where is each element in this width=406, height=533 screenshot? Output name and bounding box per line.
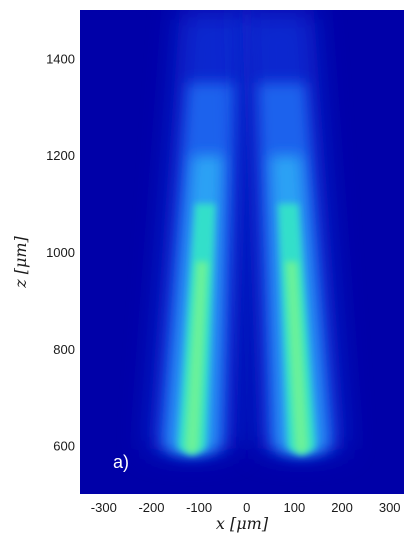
panel-label: a): [113, 452, 129, 472]
x-tick-label: -200: [138, 500, 164, 515]
y-axis-ticks: 600 800 1000 1200 1400: [46, 51, 75, 453]
x-tick-label: 300: [379, 500, 401, 515]
x-tick-label: 0: [243, 500, 250, 515]
y-tick-label: 1400: [46, 51, 75, 66]
x-axis-label: x [μm]: [216, 514, 269, 533]
beam-layer: [147, 10, 346, 455]
y-tick-label: 1200: [46, 148, 75, 163]
beam-peak-1: [285, 261, 309, 455]
x-axis-ticks: -300 -200 -100 0 100 200 300: [91, 500, 401, 515]
x-tick-label: -300: [91, 500, 117, 515]
plot-area: [80, 10, 404, 494]
y-tick-label: 600: [53, 439, 75, 454]
beam-peak-0: [184, 261, 208, 455]
y-tick-label: 800: [53, 342, 75, 357]
x-tick-label: 200: [331, 500, 353, 515]
y-tick-label: 1000: [46, 245, 75, 260]
x-tick-label: -100: [186, 500, 212, 515]
y-axis-label: z [μm]: [11, 235, 30, 288]
x-tick-label: 100: [284, 500, 306, 515]
